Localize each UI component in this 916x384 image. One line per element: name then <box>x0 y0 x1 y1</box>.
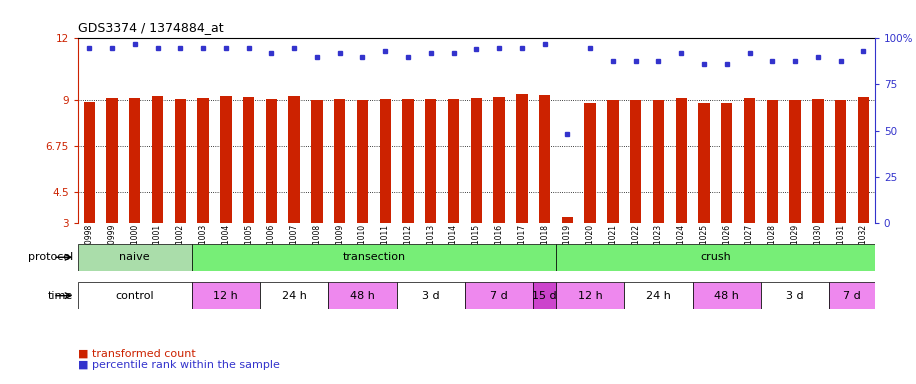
Bar <box>516 94 528 223</box>
Bar <box>653 100 664 223</box>
Text: 48 h: 48 h <box>714 291 739 301</box>
Bar <box>698 103 710 223</box>
Bar <box>465 282 533 309</box>
Bar <box>220 96 232 223</box>
Bar <box>191 244 556 271</box>
Text: control: control <box>115 291 154 301</box>
Text: 7 d: 7 d <box>843 291 861 301</box>
Text: 48 h: 48 h <box>350 291 375 301</box>
Text: 3 d: 3 d <box>786 291 804 301</box>
Bar <box>356 100 368 223</box>
Bar <box>311 100 322 223</box>
Bar <box>266 99 277 223</box>
Text: 24 h: 24 h <box>282 291 307 301</box>
Bar <box>556 244 875 271</box>
Bar <box>744 98 755 223</box>
Bar <box>834 100 846 223</box>
Text: 24 h: 24 h <box>646 291 671 301</box>
Text: 12 h: 12 h <box>213 291 238 301</box>
Text: protocol: protocol <box>28 252 73 262</box>
Bar <box>584 103 595 223</box>
Bar <box>397 282 465 309</box>
Bar <box>761 282 829 309</box>
Bar <box>328 282 397 309</box>
Text: transection: transection <box>343 252 406 262</box>
Bar <box>379 99 391 223</box>
Bar <box>767 100 778 223</box>
Text: ■ transformed count: ■ transformed count <box>78 348 196 358</box>
Bar <box>812 99 823 223</box>
Text: 15 d: 15 d <box>532 291 557 301</box>
Text: ■ percentile rank within the sample: ■ percentile rank within the sample <box>78 360 279 370</box>
Bar <box>692 282 761 309</box>
Bar <box>129 98 140 223</box>
Bar <box>630 100 641 223</box>
Bar <box>790 100 801 223</box>
Text: naive: naive <box>119 252 150 262</box>
Bar <box>471 98 482 223</box>
Bar <box>675 98 687 223</box>
Bar <box>625 282 692 309</box>
Bar <box>83 102 95 223</box>
Bar <box>562 217 573 223</box>
Bar <box>829 282 875 309</box>
Bar <box>289 96 300 223</box>
Bar <box>721 103 733 223</box>
Bar <box>106 98 117 223</box>
Text: 7 d: 7 d <box>490 291 508 301</box>
Text: 3 d: 3 d <box>422 291 440 301</box>
Bar <box>857 97 869 223</box>
Bar <box>425 99 436 223</box>
Bar <box>191 282 260 309</box>
Bar <box>260 282 328 309</box>
Bar <box>402 99 414 223</box>
Bar <box>175 99 186 223</box>
Bar <box>448 99 459 223</box>
Bar <box>152 96 163 223</box>
Bar <box>78 244 191 271</box>
Text: crush: crush <box>700 252 731 262</box>
Bar <box>607 100 618 223</box>
Bar <box>78 282 191 309</box>
Bar <box>539 95 551 223</box>
Bar <box>243 97 255 223</box>
Bar <box>533 282 556 309</box>
Text: GDS3374 / 1374884_at: GDS3374 / 1374884_at <box>78 21 224 33</box>
Text: 12 h: 12 h <box>578 291 603 301</box>
Bar <box>197 98 209 223</box>
Bar <box>556 282 625 309</box>
Text: time: time <box>48 291 73 301</box>
Bar <box>334 99 345 223</box>
Bar <box>494 97 505 223</box>
